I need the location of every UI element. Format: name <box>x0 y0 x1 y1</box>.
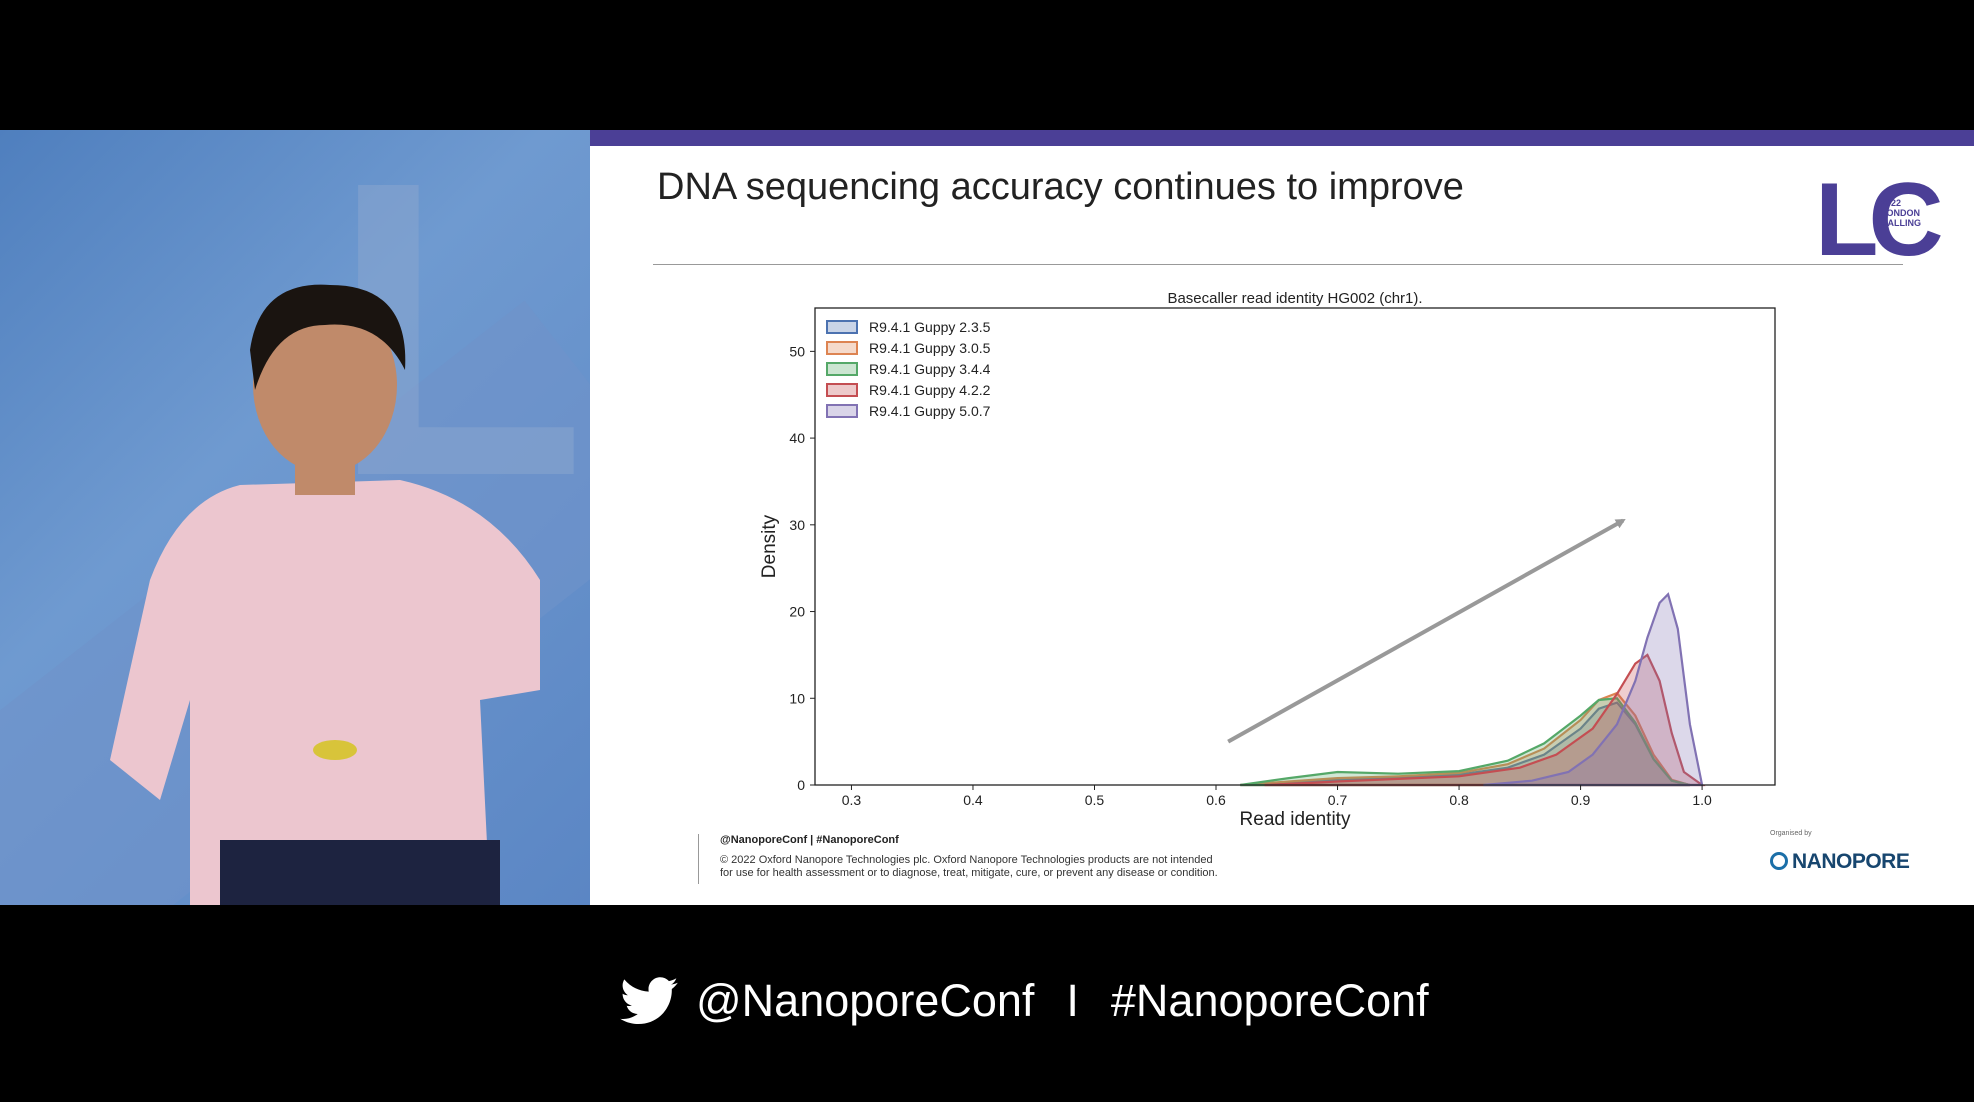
stage-background: LC <box>0 130 590 905</box>
banner-separator: I <box>1066 975 1079 1026</box>
x-tick-label: 0.5 <box>1085 792 1105 808</box>
y-axis-label: Density <box>759 514 780 578</box>
x-axis-label: Read identity <box>1240 809 1351 830</box>
presentation-slide: DNA sequencing accuracy continues to imp… <box>590 130 1974 905</box>
organizer-logo: Organised by NANOPORE <box>1770 830 1940 880</box>
plot-frame <box>814 307 1776 786</box>
y-tick-label: 10 <box>789 690 805 706</box>
legend-swatch-2 <box>826 341 858 355</box>
social-banner: @NanoporeConf I #NanoporeConf <box>0 905 1974 1102</box>
x-tick-label: 1.0 <box>1692 792 1712 808</box>
x-tick-label: 0.9 <box>1571 792 1591 808</box>
logo-line2: CALLING <box>1881 218 1921 228</box>
density-chart: Basecaller read identity HG002 (chr1). 0… <box>759 290 1776 830</box>
y-tick-label: 40 <box>789 430 805 446</box>
legend-swatch-3 <box>826 362 858 376</box>
trend-arrow <box>1227 518 1626 744</box>
logo-letters: LC <box>1815 162 1944 278</box>
title-divider <box>653 264 1903 265</box>
legend-label-1: R9.4.1 Guppy 2.3.5 <box>869 319 991 335</box>
series-area-5 <box>1483 592 1704 787</box>
speaker-figure <box>110 284 540 905</box>
y-tick-label: 20 <box>789 604 805 620</box>
y-axis-ticks: 0 10 20 30 40 50 <box>789 343 815 793</box>
series-areas <box>1240 592 1706 787</box>
y-tick-label: 30 <box>789 517 805 533</box>
x-tick-label: 0.3 <box>842 792 862 808</box>
x-tick-label: 0.4 <box>963 792 983 808</box>
banner-hashtag: #NanoporeConf <box>1110 975 1429 1026</box>
x-tick-label: 0.8 <box>1449 792 1469 808</box>
logo-year: 2022 <box>1881 198 1902 208</box>
y-tick-label: 0 <box>797 777 805 793</box>
legend-label-3: R9.4.1 Guppy 3.4.4 <box>869 361 991 377</box>
slide-top-bar <box>590 130 1974 146</box>
legend-swatch-1 <box>826 320 858 334</box>
london-calling-logo: LC 2022 LONDON CALLING <box>1815 168 1944 272</box>
series-area-4 <box>1264 653 1706 787</box>
legend-swatch-5 <box>826 404 858 418</box>
x-tick-label: 0.6 <box>1206 792 1226 808</box>
x-tick-label: 0.7 <box>1328 792 1348 808</box>
legend-swatch-4 <box>826 383 858 397</box>
legend-label-2: R9.4.1 Guppy 3.0.5 <box>869 340 991 356</box>
organizer-name: NANOPORE <box>1792 850 1910 873</box>
footer-divider <box>698 834 699 884</box>
footer-legal-text: © 2022 Oxford Nanopore Technologies plc.… <box>720 854 1218 880</box>
y-tick-label: 50 <box>789 343 805 359</box>
series-area-3 <box>1240 697 1691 787</box>
banner-handle: @NanoporeConf <box>696 975 1035 1026</box>
chart-title: Basecaller read identity HG002 (chr1). <box>1167 290 1422 307</box>
logo-line1: LONDON <box>1881 208 1920 218</box>
legal-line-1: © 2022 Oxford Nanopore Technologies plc.… <box>720 854 1213 866</box>
footer-handle: @NanoporeConf | #NanoporeConf <box>720 834 899 846</box>
twitter-bird-icon <box>620 977 678 1025</box>
chart-legend: R9.4.1 Guppy 2.3.5 R9.4.1 Guppy 3.0.5 R9.4… <box>826 319 991 419</box>
organizer-by: Organised by <box>1770 830 1812 837</box>
x-axis-ticks: 0.3 0.4 0.5 0.6 0.7 0.8 0.9 1.0 <box>842 785 1712 808</box>
slide-title: DNA sequencing accuracy continues to imp… <box>657 166 1464 208</box>
nanopore-ring-icon <box>1770 852 1788 870</box>
legend-label-5: R9.4.1 Guppy 5.0.7 <box>869 403 991 419</box>
legend-label-4: R9.4.1 Guppy 4.2.2 <box>869 382 991 398</box>
legal-line-2: for use for health assessment or to diag… <box>720 867 1218 879</box>
